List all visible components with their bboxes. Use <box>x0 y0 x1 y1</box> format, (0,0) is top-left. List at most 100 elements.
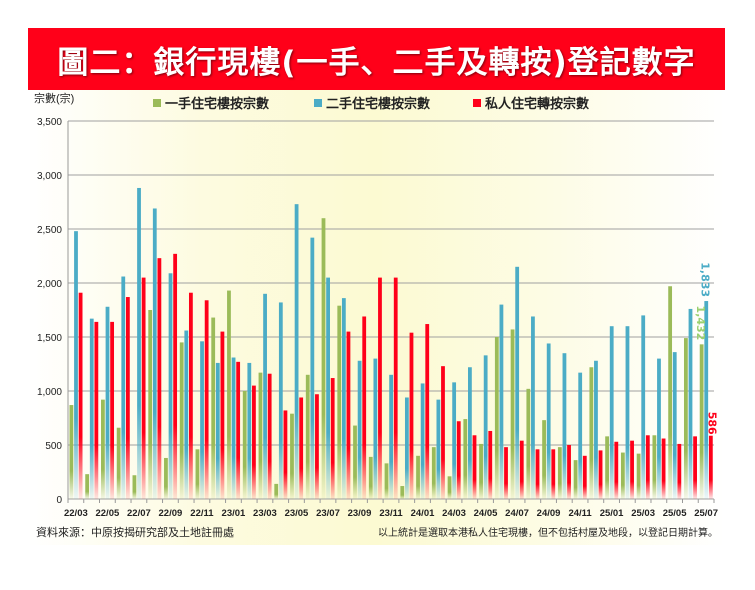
bar-24/07-0 <box>510 329 515 499</box>
bar-23/08-0 <box>337 305 342 499</box>
legend-label: 一手住宅樓按宗數 <box>165 96 269 112</box>
bar-23/06-0 <box>305 374 310 499</box>
bar-23/01-0 <box>227 290 231 499</box>
y-tick-label: 3,500 <box>37 117 62 128</box>
bar-24/11-0 <box>573 460 578 499</box>
bar-25/04-1 <box>657 358 661 499</box>
bar-23/09-1 <box>357 360 362 499</box>
bar-23/01-1 <box>231 357 236 499</box>
bar-24/11-2 <box>582 455 587 499</box>
bar-24/02-1 <box>436 399 441 499</box>
bar-22/09-2 <box>173 253 178 499</box>
bar-23/05-2 <box>299 397 304 499</box>
bar-25/06-0 <box>683 338 688 499</box>
bar-22/08-2 <box>157 258 162 499</box>
bar-25/02-0 <box>620 452 625 499</box>
bar-22/08-1 <box>152 208 157 500</box>
chart-title-banner: 圖二：銀行現樓(一手、二手及轉按)登記數字 <box>28 28 725 90</box>
bar-24/09-1 <box>546 343 551 499</box>
bar-24/10-0 <box>557 447 562 499</box>
bar-23/12-0 <box>400 486 405 499</box>
legend-label: 私人住宅轉按宗數 <box>485 96 589 112</box>
bar-22/03-1 <box>74 231 78 499</box>
bar-23/07-0 <box>321 218 326 499</box>
bar-24/12-1 <box>594 360 598 499</box>
x-tick-label: 24/07 <box>505 508 529 519</box>
x-tick-label: 23/03 <box>253 508 277 519</box>
bar-25/07-0 <box>699 344 704 499</box>
bar-24/04-1 <box>468 367 472 499</box>
bar-25/03-2 <box>645 435 650 499</box>
bar-22/11-2 <box>204 300 209 499</box>
bar-24/04-2 <box>472 435 477 499</box>
bar-25/03-0 <box>636 453 641 499</box>
x-tick-label: 23/07 <box>316 508 340 519</box>
bar-23/02-0 <box>242 391 247 499</box>
bar-22/11-1 <box>200 341 204 499</box>
bar-22/05-0 <box>101 399 105 499</box>
data-label-0: 1,432 <box>694 306 707 341</box>
bar-22/09-1 <box>168 273 173 499</box>
bar-24/06-1 <box>499 304 504 499</box>
x-tick-label: 24/09 <box>537 508 561 519</box>
bar-23/12-1 <box>404 397 409 499</box>
bar-22/06-2 <box>125 297 130 499</box>
bar-23/03-2 <box>267 373 272 499</box>
y-tick-label: 1,000 <box>37 387 62 398</box>
bar-24/01-0 <box>416 455 420 499</box>
x-tick-label: 25/03 <box>631 508 655 519</box>
data-label-2: 586 <box>705 412 718 435</box>
bar-22/12-0 <box>211 317 216 499</box>
bar-24/07-2 <box>519 440 524 499</box>
y-tick-label: 0 <box>56 495 62 506</box>
bar-24/11-1 <box>578 372 583 499</box>
bar-24/10-2 <box>567 445 571 499</box>
bar-23/06-1 <box>310 237 315 499</box>
bar-24/10-1 <box>562 353 567 499</box>
bar-24/03-1 <box>452 382 457 499</box>
bar-25/04-2 <box>661 438 666 499</box>
bar-22/04-1 <box>89 318 94 499</box>
bar-23/11-1 <box>389 374 394 499</box>
y-tick-label: 2,000 <box>37 279 62 290</box>
bar-23/05-0 <box>290 413 294 499</box>
bar-24/01-1 <box>420 383 425 499</box>
bar-22/07-1 <box>137 187 141 499</box>
y-tick-label: 500 <box>45 441 62 452</box>
x-tick-label: 22/09 <box>159 508 183 519</box>
bar-23/08-1 <box>341 298 346 499</box>
bar-23/10-1 <box>373 358 378 499</box>
legend-label: 二手住宅樓按宗數 <box>326 96 430 112</box>
bar-22/05-2 <box>110 321 115 499</box>
bars: 1,432 1,833 586 <box>69 187 718 500</box>
bar-22/08-0 <box>148 310 153 499</box>
x-tick-label: 25/01 <box>600 508 624 519</box>
y-tick-label: 3,000 <box>37 171 62 182</box>
bar-24/03-2 <box>456 421 461 499</box>
y-tick-label: 2,500 <box>37 225 62 236</box>
bar-24/01-2 <box>425 324 430 499</box>
bar-24/12-0 <box>589 367 594 499</box>
bar-23/09-0 <box>353 425 357 499</box>
bar-22/06-0 <box>116 427 121 499</box>
x-tick-label: 24/05 <box>474 508 498 519</box>
bar-23/01-2 <box>236 361 241 499</box>
x-tick-label: 23/11 <box>379 508 403 519</box>
x-tick-label: 22/07 <box>127 508 151 519</box>
bar-23/03-1 <box>263 293 267 499</box>
x-tick-label: 22/11 <box>190 508 214 519</box>
bar-23/06-2 <box>315 394 319 499</box>
bar-24/09-0 <box>542 420 546 499</box>
bar-25/02-1 <box>625 326 630 499</box>
bar-23/11-0 <box>384 463 389 499</box>
bar-23/08-2 <box>346 331 351 499</box>
bar-22/11-0 <box>195 449 200 499</box>
bar-24/02-0 <box>431 447 436 499</box>
x-tick-label: 24/11 <box>568 508 592 519</box>
x-tick-label: 23/01 <box>222 508 246 519</box>
bar-22/03-0 <box>69 405 74 499</box>
bar-23/03-0 <box>258 372 263 499</box>
footnote: 以上統計是選取本港私人住宅現樓，但不包括村屋及地段，以登記日期計算。 <box>378 526 718 539</box>
bar-24/08-0 <box>526 388 531 499</box>
